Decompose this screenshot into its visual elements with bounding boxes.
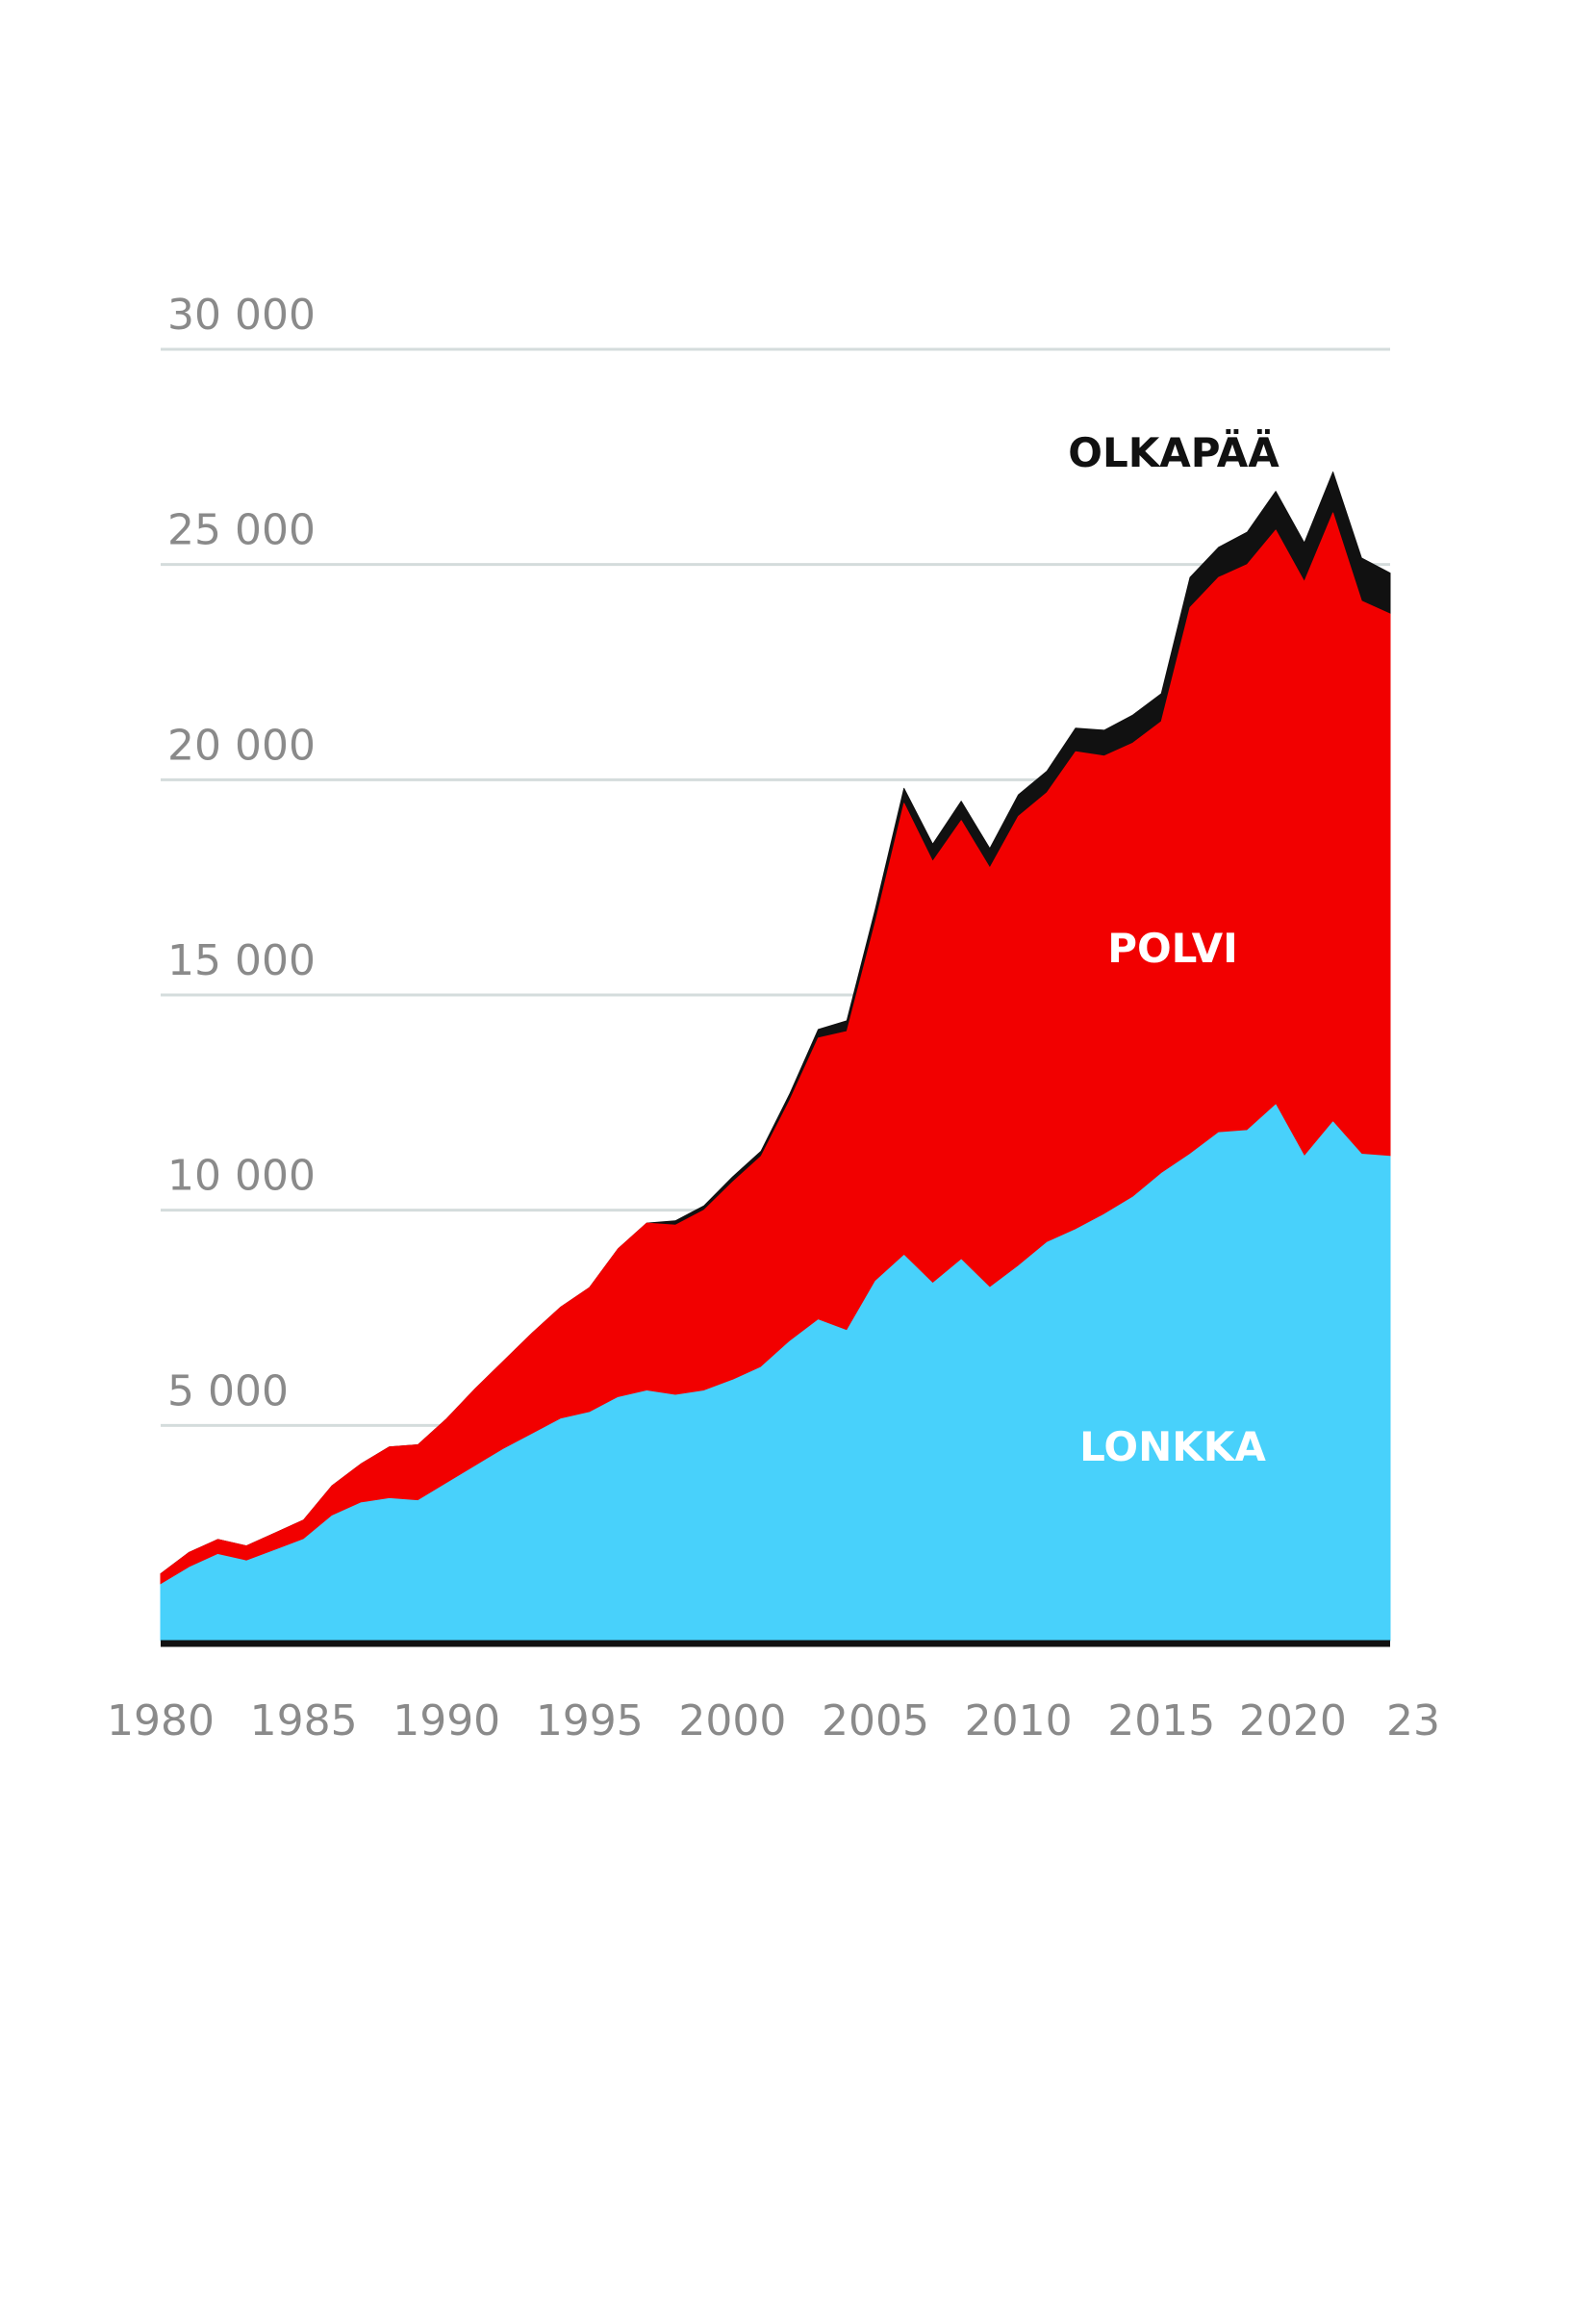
x-tick-label: 1995 [536, 1696, 644, 1746]
x-tick-label: 2015 [1107, 1696, 1215, 1746]
y-tick-label: 5 000 [167, 1366, 289, 1415]
series-labels: LONKKA POLVI OLKAPÄÄ [1068, 428, 1279, 1470]
y-tick-label: 20 000 [167, 721, 316, 770]
y-tick-label: 30 000 [167, 291, 316, 340]
x-tick-label: 2005 [822, 1696, 929, 1746]
series-label-polvi: POLVI [1107, 925, 1238, 972]
series-areas [160, 471, 1391, 1642]
x-axis-tick-labels: 1980 1985 1990 1995 2000 2005 2010 2015 2020 23 [107, 1696, 1440, 1746]
y-axis-tick-labels: 5 000 10 000 15 000 20 000 25 000 30 000 [167, 291, 316, 1415]
x-tick-label: 2010 [965, 1696, 1073, 1746]
x-tick-label: 1980 [107, 1696, 215, 1746]
y-tick-label: 15 000 [167, 936, 316, 985]
x-tick-label: 2000 [678, 1696, 786, 1746]
y-tick-label: 10 000 [167, 1152, 316, 1201]
x-tick-label: 1985 [250, 1696, 358, 1746]
series-label-lonkka: LONKKA [1079, 1423, 1266, 1470]
y-tick-label: 25 000 [167, 506, 316, 555]
series-label-olkapää: OLKAPÄÄ [1068, 428, 1279, 476]
x-tick-label: 2020 [1239, 1696, 1347, 1746]
x-tick-label: 1990 [393, 1696, 500, 1746]
x-tick-label: 23 [1386, 1696, 1440, 1746]
